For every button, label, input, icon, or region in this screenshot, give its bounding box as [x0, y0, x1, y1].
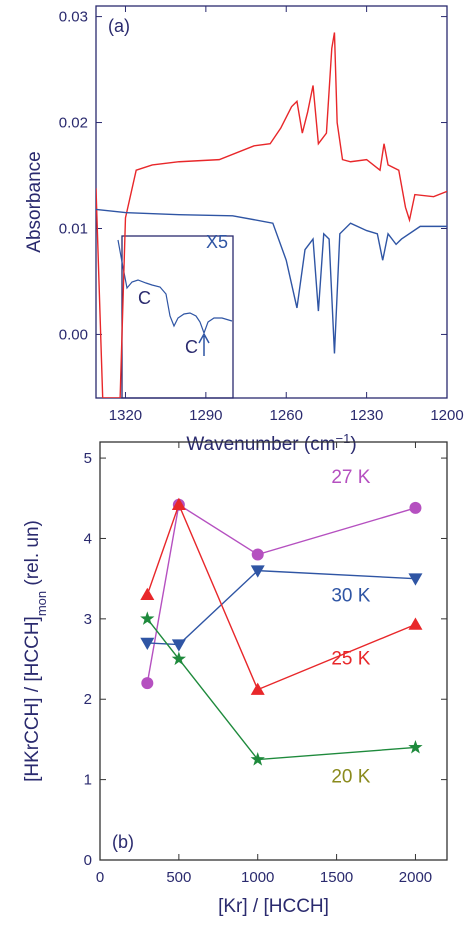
label-part: −1	[336, 431, 351, 446]
x-tick-label: 1320	[109, 407, 142, 424]
series-line	[146, 502, 416, 691]
panel-label: (a)	[108, 16, 130, 36]
y-tick-label: 0.00	[59, 326, 88, 343]
y-tick-label: 3	[84, 611, 92, 628]
y-tick-label: 0.02	[59, 115, 88, 132]
marker	[171, 651, 186, 666]
marker	[409, 501, 422, 514]
marker	[250, 682, 265, 695]
y-tick-label: 1	[84, 772, 92, 789]
marker	[140, 637, 155, 650]
annotation: X5	[206, 232, 228, 252]
series-label: 25 K	[331, 648, 370, 669]
inset-frame	[121, 235, 234, 399]
marker	[141, 677, 154, 690]
plot-frame	[99, 441, 448, 861]
marker	[140, 587, 155, 600]
marker	[250, 752, 265, 766]
marker	[171, 497, 186, 510]
x-tick-label: 0	[96, 869, 104, 886]
y-tick-label: 5	[84, 450, 92, 467]
x-tick-label: 500	[166, 869, 191, 886]
y-tick-label: 0.01	[59, 220, 88, 237]
x-tick-label: 1000	[241, 869, 274, 886]
series-line	[96, 32, 447, 398]
marker	[408, 617, 423, 630]
inset	[117, 235, 234, 399]
label-part: Wavenumber (cm	[186, 434, 335, 455]
marker	[408, 573, 423, 586]
y-tick-label: 2	[84, 691, 92, 708]
plot-frame	[95, 5, 448, 399]
label-part: mon	[34, 591, 49, 616]
inset-trace	[117, 239, 233, 335]
x-tick-label: 1260	[270, 407, 303, 424]
marker	[171, 639, 186, 652]
label-part: (rel. un)	[22, 520, 43, 591]
y-axis-title: [HKrCCH] / [HCCH]mon (rel. un)	[22, 520, 49, 782]
x-tick-label: 1290	[189, 407, 222, 424]
y-axis-title: Absorbance	[24, 151, 45, 252]
series-line	[146, 503, 416, 684]
series-label: 27 K	[331, 467, 370, 488]
series-label: 20 K	[331, 766, 370, 787]
x-axis-title: Wavenumber (cm−1)	[186, 431, 356, 456]
x-tick-label: 1230	[350, 407, 383, 424]
inset-arrow	[198, 332, 210, 356]
x-tick-label: 2000	[399, 869, 432, 886]
marker	[140, 611, 155, 625]
x-axis-title: [Kr] / [HCCH]	[218, 896, 329, 917]
series-line	[147, 569, 416, 646]
x-tick-label: 1200	[430, 407, 463, 424]
series-line	[146, 618, 416, 761]
series-line	[96, 208, 447, 354]
marker	[250, 565, 265, 578]
annotation: C	[185, 337, 198, 357]
annotation: C	[138, 288, 151, 308]
label-part: [HKrCCH] / [HCCH]	[22, 616, 43, 782]
label-part: )	[350, 434, 356, 455]
panel-label: (b)	[112, 832, 134, 852]
y-tick-label: 0.03	[59, 9, 88, 26]
marker	[251, 548, 264, 561]
y-tick-label: 0	[84, 852, 92, 869]
x-tick-label: 1500	[320, 869, 353, 886]
y-tick-label: 4	[84, 530, 92, 547]
series-label: 30 K	[331, 586, 370, 607]
marker	[408, 739, 423, 754]
